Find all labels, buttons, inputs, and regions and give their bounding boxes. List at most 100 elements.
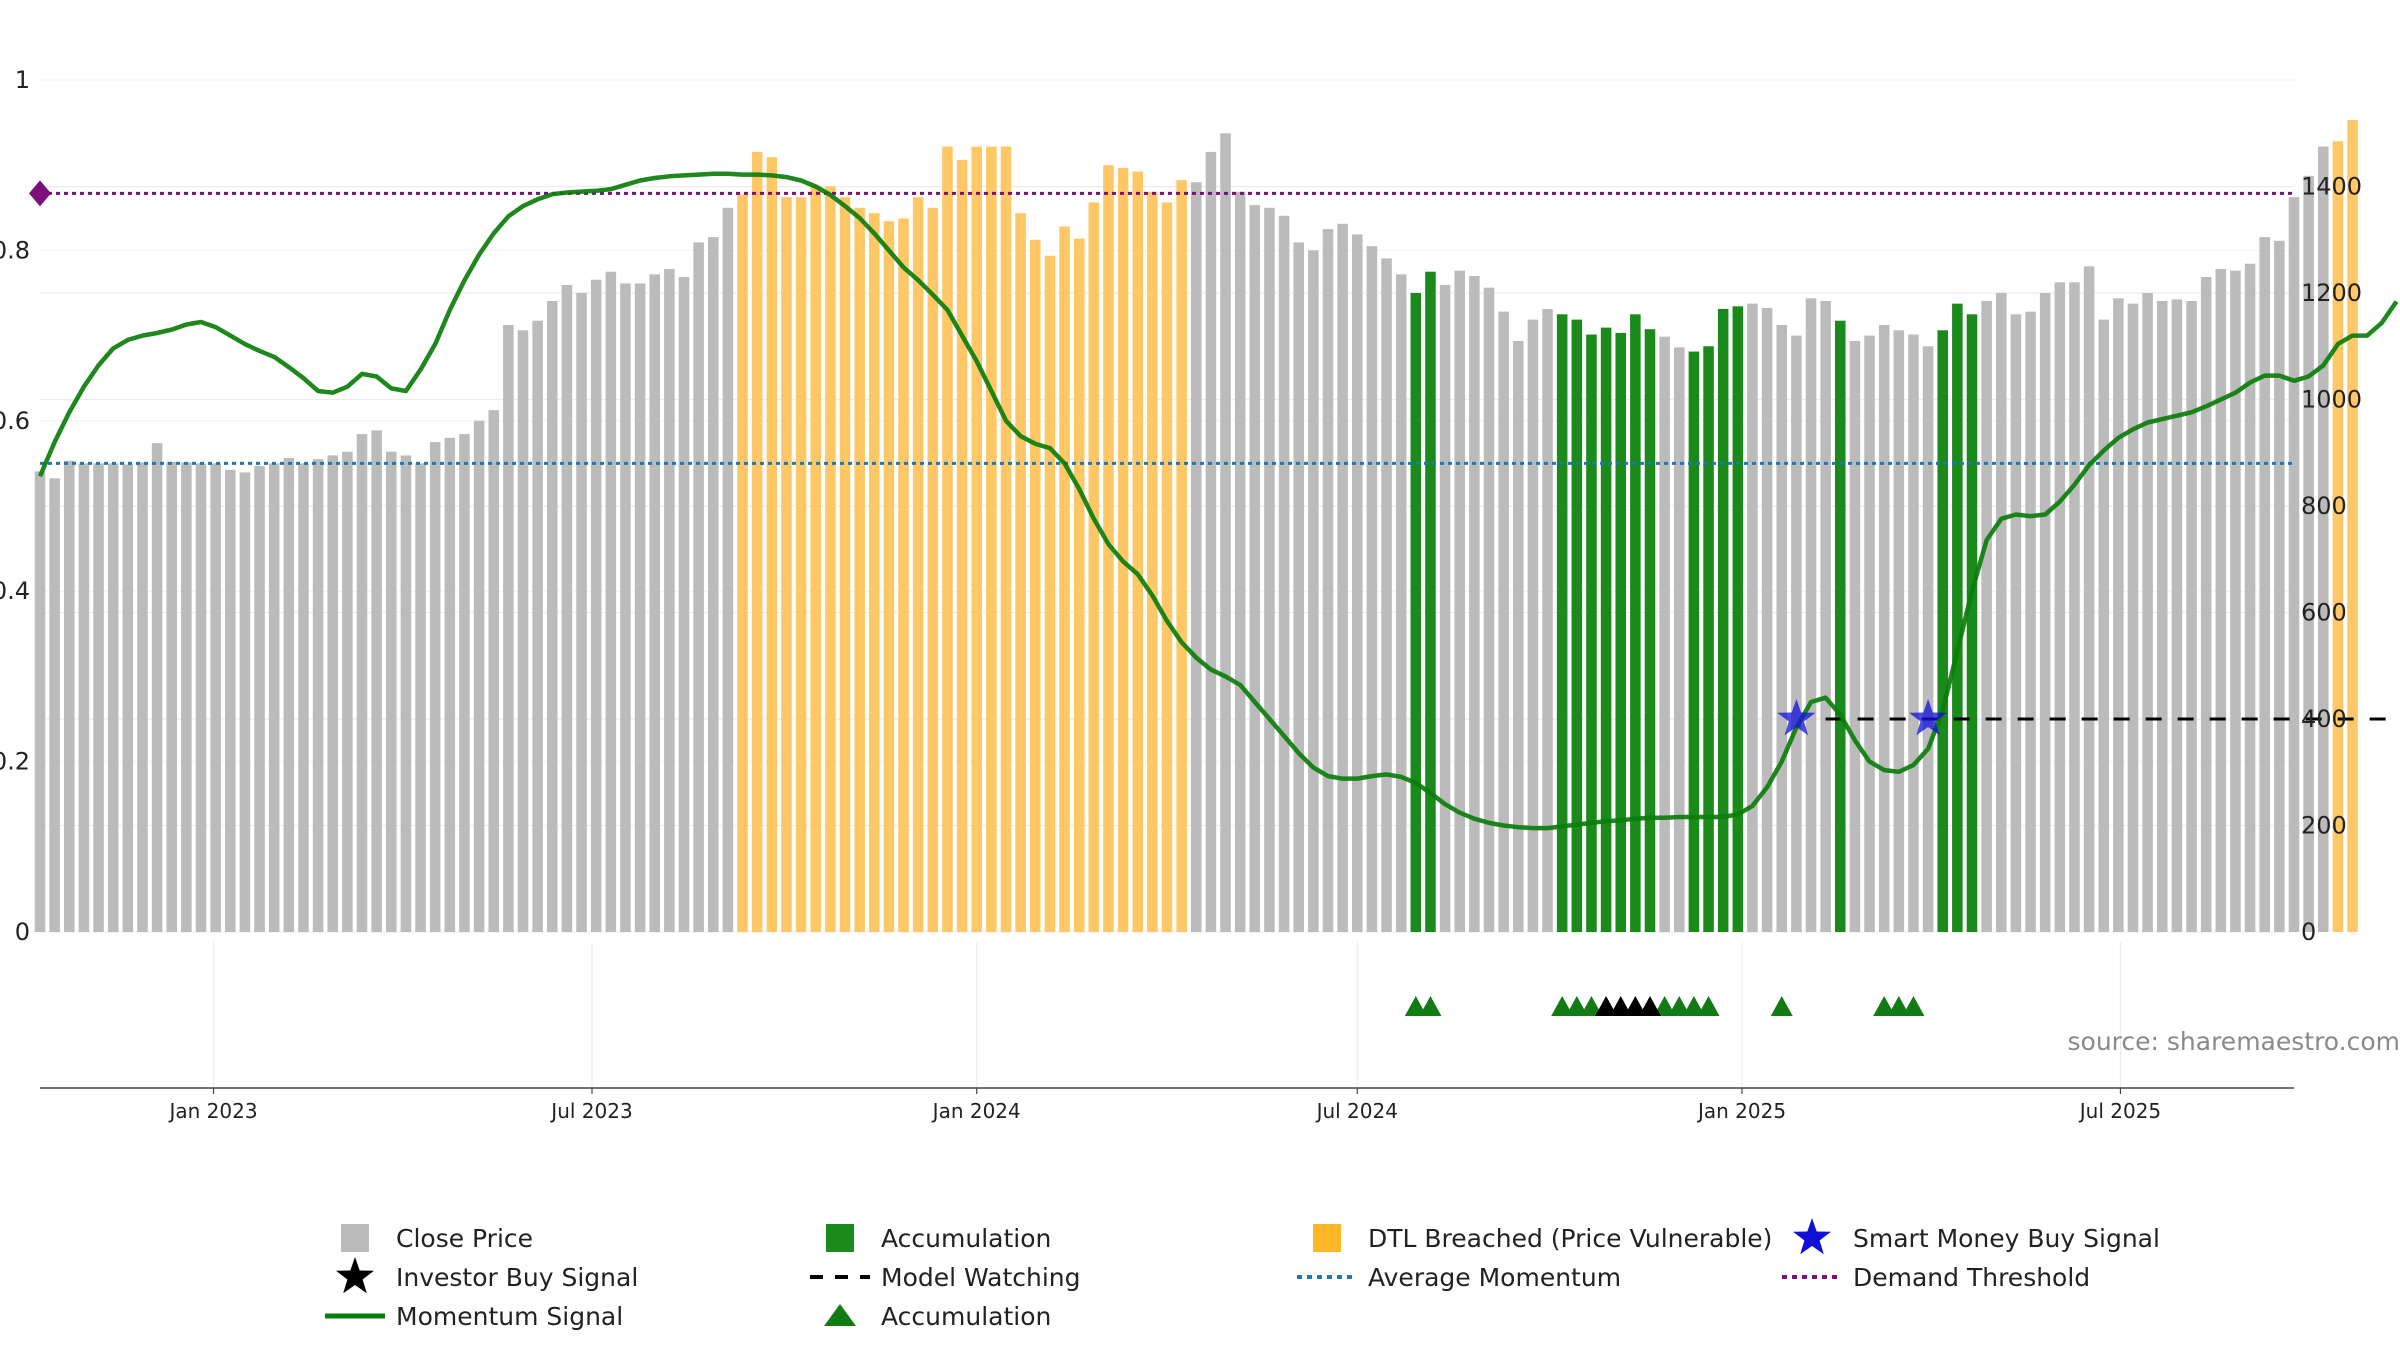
close-price-bar [1278, 215, 1290, 933]
legend-label: Investor Buy Signal [396, 1263, 638, 1292]
dtl-breached-bar [971, 146, 982, 932]
dtl-breached-bar [1044, 255, 1056, 933]
legend-star-swatch [1793, 1218, 1831, 1255]
accumulation-triangle [1873, 996, 1896, 1016]
close-price-bar [254, 466, 265, 932]
close-price-bar [2244, 263, 2256, 932]
right-tick-label: 1200 [2301, 279, 2362, 307]
close-price-bar [1922, 346, 1934, 932]
close-price-bar [93, 463, 104, 932]
left-tick-label: 0.8 [0, 236, 30, 264]
close-price-bar [488, 410, 499, 932]
x-tick-label: Jul 2024 [1315, 1099, 1398, 1123]
dtl-breached-bar [781, 197, 792, 932]
accumulation-bar [1425, 271, 1436, 932]
close-price-bar [298, 463, 309, 932]
accumulation-bar [1732, 306, 1744, 932]
close-price-bar [1747, 303, 1758, 932]
dtl-breached-bar [1132, 171, 1143, 933]
axes: 0 0.2 0.4 0.6 0.8 1 0 200 400 600 800 1000 1200 1400 J… [0, 66, 2362, 1123]
close-price-bar [1337, 223, 1348, 932]
dtl-breached-bar [1059, 226, 1070, 932]
dtl-breached-bar [1147, 191, 1158, 932]
close-price-bar [459, 434, 470, 932]
close-price-bar [1249, 205, 1261, 932]
x-tick-label: Jul 2023 [549, 1099, 632, 1123]
accumulation-triangle [1653, 996, 1676, 1016]
close-price-bar [1776, 324, 1787, 932]
accumulation-triangle [1580, 996, 1603, 1016]
accumulation-bar [1952, 303, 1963, 932]
right-tick-label: 1000 [2301, 386, 2362, 414]
close-price-bar [151, 443, 163, 932]
close-price-bar [1849, 340, 1861, 932]
dtl-breached-bar [912, 197, 924, 932]
accumulation-triangle [1770, 996, 1793, 1016]
right-tick-label: 0 [2301, 918, 2316, 946]
close-price-bar [400, 455, 412, 932]
dtl-breached-bar [898, 218, 909, 932]
accumulation-triangle [1887, 996, 1910, 1016]
accumulation-bar [1556, 314, 1568, 932]
legend-label: Model Watching [881, 1263, 1081, 1292]
close-price-bar [1878, 324, 1890, 932]
close-price-bar [342, 451, 353, 932]
x-tick-label: Jan 2025 [1696, 1099, 1786, 1123]
dtl-breached-bar [986, 146, 997, 932]
close-price-bar [1761, 307, 1773, 932]
right-tick-label: 400 [2301, 705, 2347, 733]
close-price-bar [1395, 274, 1407, 932]
close-price-bar [2186, 300, 2197, 932]
momentum-signal-line [37, 171, 2399, 831]
close-price-bar [2069, 282, 2080, 933]
close-price-bar [517, 330, 529, 932]
left-tick-label: 1 [15, 66, 30, 94]
close-price-bar [1381, 258, 1392, 932]
accumulation-triangle [1668, 996, 1691, 1016]
close-price-bar [1513, 340, 1524, 932]
close-price-bar [2259, 237, 2270, 932]
close-price-bar [1893, 330, 1905, 932]
right-tick-label: 600 [2301, 599, 2347, 627]
close-price-bar [664, 269, 675, 933]
close-price-bar [1659, 336, 1670, 932]
close-price-bar [444, 437, 456, 932]
close-price-bar [503, 324, 514, 932]
dtl-breached-bar [766, 157, 778, 932]
accumulation-bar [1717, 308, 1729, 933]
dtl-breached-bar [825, 186, 836, 932]
close-price-bar [78, 463, 90, 932]
close-price-bar [561, 285, 573, 932]
close-price-bar [1439, 285, 1451, 932]
close-price-bar [429, 442, 441, 932]
close-price-bar [2157, 300, 2168, 932]
legend-label: Momentum Signal [396, 1302, 623, 1331]
legend-label: Demand Threshold [1853, 1263, 2090, 1292]
close-price-bar [386, 451, 397, 932]
dtl-breached-bar [942, 146, 953, 932]
close-price-bar [1996, 293, 2007, 932]
close-price-bar [708, 237, 719, 932]
close-price-bar [634, 283, 646, 932]
close-price-bar [1308, 250, 1319, 932]
right-tick-label: 800 [2301, 492, 2347, 520]
legend-triangle-swatch [824, 1304, 856, 1326]
close-price-bar [1498, 311, 1509, 932]
close-price-bar [327, 455, 338, 932]
close-price-bar [1469, 275, 1480, 933]
dtl-breached-bar [737, 194, 748, 933]
accumulation-bar [1571, 319, 1583, 932]
close-price-bar [2127, 303, 2139, 932]
close-price-bar [1352, 234, 1363, 933]
legend-label: Accumulation [881, 1224, 1051, 1253]
dtl-breached-bar [2347, 119, 2358, 932]
close-price-bar [1542, 308, 1553, 933]
right-tick-label: 200 [2301, 812, 2347, 840]
close-price-bar [1820, 300, 1831, 932]
accumulation-triangle [1551, 996, 1574, 1016]
close-price-bar [49, 478, 60, 932]
close-price-bar [2288, 197, 2300, 932]
investor-triangle [1595, 996, 1618, 1016]
close-price-bar [1234, 191, 1246, 932]
dtl-breached-bar [883, 221, 895, 933]
